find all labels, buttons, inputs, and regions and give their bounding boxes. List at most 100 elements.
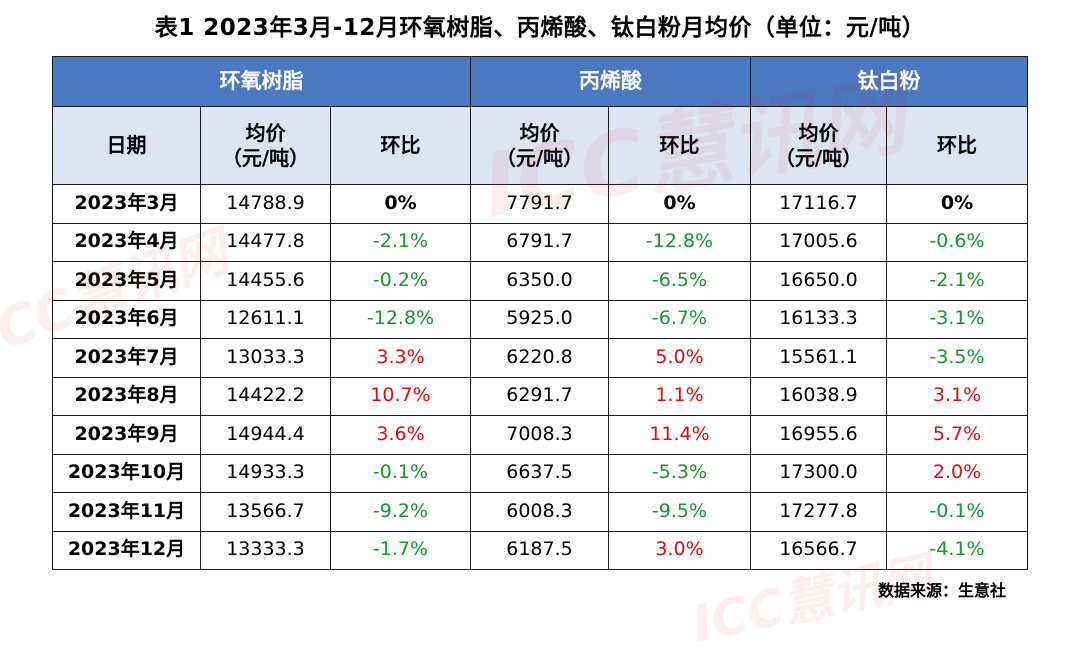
mom-change-cell: -2.1% [886,261,1028,301]
price-cell: 6187.5 [470,530,609,570]
price-cell: 6791.7 [470,222,609,262]
product-header-epoxy-resin: 环氧树脂 [52,56,471,107]
mom-header: 环比 [330,106,471,185]
mom-change-cell: 3.3% [330,338,471,378]
table-row: 2023年11月 13566.7 -9.2% 6008.3 -9.5% 17277.8 -0… [52,492,1028,532]
price-header-line2: （元/吨） [774,145,863,170]
price-header-line2: （元/吨） [495,145,584,170]
price-cell: 16955.6 [750,415,887,455]
table-title: 表1 2023年3月-12月环氧树脂、丙烯酸、钛白粉月均价（单位：元/吨） [154,15,926,41]
price-cell: 17300.0 [750,453,887,493]
table-row: 2023年7月 13033.3 3.3% 6220.8 5.0% 15561.1 -3.5% [52,338,1028,378]
price-cell: 6350.0 [470,261,609,301]
price-cell: 6291.7 [470,376,609,416]
price-cell: 6220.8 [470,338,609,378]
product-header-titanium-dioxide: 钛白粉 [750,56,1028,107]
price-cell: 14944.4 [200,415,331,455]
price-header-line2: （元/吨） [221,145,310,170]
price-cell: 7791.7 [470,184,609,224]
price-cell: 14477.8 [200,222,331,262]
table-row: 2023年10月 14933.3 -0.1% 6637.5 -5.3% 17300.0 2.… [52,453,1028,493]
price-cell: 17005.6 [750,222,887,262]
table-row: 2023年5月 14455.6 -0.2% 6350.0 -6.5% 16650.0 -2.… [52,261,1028,301]
mom-change-cell: 3.0% [608,530,751,570]
column-header-row: 日期 均价 （元/吨） 环比 均价 （元/吨） 环比 均价 （元/吨） 环比 [52,106,1028,185]
mom-change-cell: -6.5% [608,261,751,301]
price-cell: 6008.3 [470,492,609,532]
price-header-line1: 均价 [245,120,286,145]
month-cell: 2023年7月 [52,338,201,378]
mom-change-cell: -1.7% [330,530,471,570]
price-cell: 12611.1 [200,299,331,339]
mom-change-cell: 3.6% [330,415,471,455]
mom-change-cell: -12.8% [330,299,471,339]
mom-change-cell: 0% [608,184,751,224]
table-row: 2023年8月 14422.2 10.7% 6291.7 1.1% 16038.9 3.1% [52,376,1028,416]
price-cell: 13033.3 [200,338,331,378]
price-cell: 14933.3 [200,453,331,493]
table-row: 2023年3月 14788.9 0% 7791.7 0% 17116.7 0% [52,184,1028,224]
mom-change-cell: 0% [886,184,1028,224]
month-cell: 2023年12月 [52,530,201,570]
month-cell: 2023年3月 [52,184,201,224]
product-header-acrylic-acid: 丙烯酸 [470,56,751,107]
mom-change-cell: 0% [330,184,471,224]
mom-change-cell: -9.2% [330,492,471,532]
month-cell: 2023年5月 [52,261,201,301]
price-cell: 16133.3 [750,299,887,339]
price-header: 均价 （元/吨） [750,106,887,185]
mom-header: 环比 [608,106,751,185]
table-row: 2023年12月 13333.3 -1.7% 6187.5 3.0% 16566.7 -4.… [52,530,1028,570]
price-cell: 5925.0 [470,299,609,339]
price-header-line1: 均价 [798,120,839,145]
price-cell: 15561.1 [750,338,887,378]
mom-header: 环比 [886,106,1028,185]
mom-change-cell: -4.1% [886,530,1028,570]
table-row: 2023年4月 14477.8 -2.1% 6791.7 -12.8% 17005.6 -0… [52,222,1028,262]
mom-change-cell: -6.7% [608,299,751,339]
price-header: 均价 （元/吨） [200,106,331,185]
price-cell: 17277.8 [750,492,887,532]
month-cell: 2023年9月 [52,415,201,455]
price-cell: 13566.7 [200,492,331,532]
mom-change-cell: -3.5% [886,338,1028,378]
mom-change-cell: -5.3% [608,453,751,493]
month-cell: 2023年8月 [52,376,201,416]
mom-change-cell: -0.2% [330,261,471,301]
price-cell: 16650.0 [750,261,887,301]
date-header: 日期 [52,106,201,185]
price-cell: 13333.3 [200,530,331,570]
mom-change-cell: 2.0% [886,453,1028,493]
month-cell: 2023年10月 [52,453,201,493]
price-header-line1: 均价 [519,120,560,145]
price-table: 环氧树脂 丙烯酸 钛白粉 日期 均价 （元/吨） 环比 均价 （元/吨） 环比 均价… [52,56,1028,570]
table-row: 2023年9月 14944.4 3.6% 7008.3 11.4% 16955.6 5.7% [52,415,1028,455]
month-cell: 2023年4月 [52,222,201,262]
mom-change-cell: -0.6% [886,222,1028,262]
mom-change-cell: 10.7% [330,376,471,416]
price-cell: 14455.6 [200,261,331,301]
mom-change-cell: -3.1% [886,299,1028,339]
mom-change-cell: -9.5% [608,492,751,532]
price-cell: 16038.9 [750,376,887,416]
mom-change-cell: 5.7% [886,415,1028,455]
product-header-row: 环氧树脂 丙烯酸 钛白粉 [52,56,1028,107]
mom-change-cell: -0.1% [330,453,471,493]
mom-change-cell: 5.0% [608,338,751,378]
mom-change-cell: -2.1% [330,222,471,262]
price-cell: 14788.9 [200,184,331,224]
month-cell: 2023年11月 [52,492,201,532]
mom-change-cell: 3.1% [886,376,1028,416]
mom-change-cell: 11.4% [608,415,751,455]
price-cell: 6637.5 [470,453,609,493]
mom-change-cell: -12.8% [608,222,751,262]
price-cell: 16566.7 [750,530,887,570]
table-row: 2023年6月 12611.1 -12.8% 5925.0 -6.7% 16133.3 -3… [52,299,1028,339]
data-source-note: 数据来源：生意社 [877,581,1006,600]
price-cell: 7008.3 [470,415,609,455]
month-cell: 2023年6月 [52,299,201,339]
price-header: 均价 （元/吨） [470,106,609,185]
price-cell: 14422.2 [200,376,331,416]
mom-change-cell: 1.1% [608,376,751,416]
price-cell: 17116.7 [750,184,887,224]
